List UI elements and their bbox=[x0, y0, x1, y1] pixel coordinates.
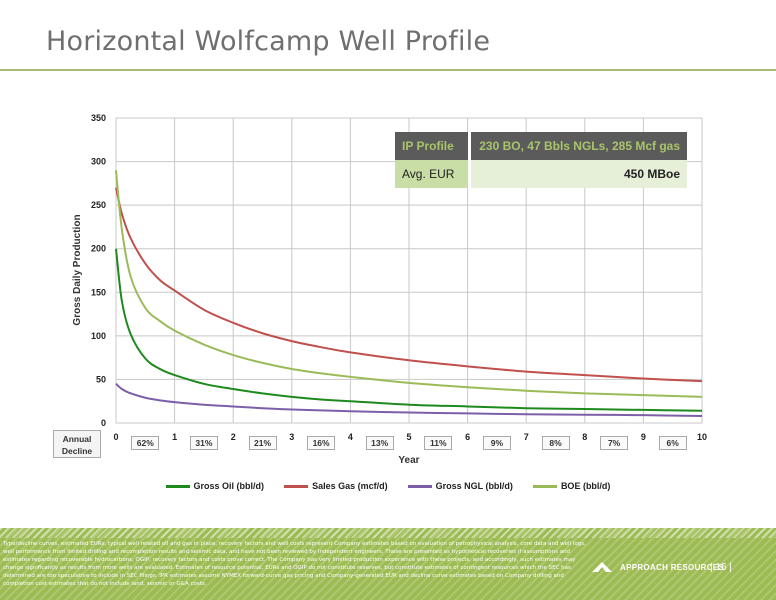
ip-profile-label: IP Profile bbox=[395, 132, 471, 160]
legend-item-2: Gross NGL (bbl/d) bbox=[407, 481, 513, 491]
series-line-boe-bbl-d bbox=[115, 170, 703, 398]
legend-label-3: BOE (bbl/d) bbox=[560, 481, 611, 491]
legend-swatch-1 bbox=[284, 484, 309, 488]
chart-series bbox=[115, 170, 703, 418]
decline-value-year-8: 8% bbox=[541, 436, 570, 450]
series-line-gross-ngl-bbl-d bbox=[115, 383, 703, 418]
y-tick-label-3: 150 bbox=[91, 287, 106, 297]
x-tick-label-1: 1 bbox=[172, 432, 177, 442]
annual-decline-line1: Annual bbox=[62, 434, 92, 444]
decline-value-year-1: 62% bbox=[131, 436, 160, 450]
legend-label-2: Gross NGL (bbl/d) bbox=[435, 481, 513, 491]
x-tick-label-7: 7 bbox=[524, 432, 529, 442]
avg-eur-label: Avg. EUR bbox=[395, 160, 471, 188]
y-tick-label-4: 200 bbox=[91, 244, 106, 254]
x-tick-labels: 0 1 2 3 4 5 6 7 8 9 10 bbox=[113, 432, 707, 442]
legend-label-0: Gross Oil (bbl/d) bbox=[193, 481, 265, 491]
decline-value-year-7: 9% bbox=[482, 436, 511, 450]
x-tick-label-3: 3 bbox=[289, 432, 294, 442]
disclaimer-text: Type/decline curves, estimated EURs, typ… bbox=[3, 541, 586, 588]
legend-item-1: Sales Gas (mcf/d) bbox=[284, 481, 388, 491]
decline-value-year-3: 21% bbox=[248, 436, 277, 450]
y-axis-title: Gross Daily Production bbox=[72, 214, 83, 325]
y-tick-label-6: 300 bbox=[91, 157, 106, 167]
company-name: APPROACH RESOURCES bbox=[620, 562, 725, 572]
legend-item-3: BOE (bbl/d) bbox=[532, 481, 611, 491]
annual-decline-line2: Decline bbox=[61, 446, 93, 456]
legend-item-0: Gross Oil (bbl/d) bbox=[165, 481, 265, 491]
x-tick-label-10: 10 bbox=[697, 432, 707, 442]
company-logo: APPROACH RESOURCES bbox=[592, 562, 724, 572]
ip-profile-table: IP Profile 230 BO, 47 Bbls NGLs, 285 Mcf… bbox=[395, 132, 687, 188]
avg-eur-row: Avg. EUR 450 MBoe bbox=[395, 160, 687, 188]
y-tick-label-1: 50 bbox=[96, 374, 106, 384]
legend-swatch-3 bbox=[532, 484, 557, 488]
footer-stripe bbox=[0, 528, 776, 538]
x-tick-label-5: 5 bbox=[406, 432, 411, 442]
page-title: Horizontal Wolfcamp Well Profile bbox=[46, 26, 491, 57]
series-line-sales-gas-mcf-d bbox=[115, 187, 703, 383]
series-line-gross-oil-bbl-d bbox=[115, 248, 703, 412]
x-tick-label-8: 8 bbox=[582, 432, 587, 442]
decline-value-year-5: 13% bbox=[365, 436, 394, 450]
x-tick-label-4: 4 bbox=[348, 432, 353, 442]
y-tick-label-0: 0 bbox=[101, 418, 106, 428]
x-tick-label-2: 2 bbox=[231, 432, 236, 442]
y-tick-labels: 0 50 100 150 200 250 300 350 bbox=[91, 113, 106, 428]
annual-decline-label: Annual Decline bbox=[53, 430, 101, 458]
avg-eur-value: 450 MBoe bbox=[469, 160, 687, 188]
decline-value-year-9: 7% bbox=[600, 436, 629, 450]
ip-profile-value: 230 BO, 47 Bbls NGLs, 285 Mcf gas bbox=[469, 132, 687, 160]
legend-swatch-0 bbox=[165, 484, 190, 488]
legend-label-1: Sales Gas (mcf/d) bbox=[312, 481, 388, 491]
y-tick-label-2: 100 bbox=[91, 331, 106, 341]
decline-value-year-6: 11% bbox=[424, 436, 453, 450]
decline-value-year-10: 6% bbox=[658, 436, 687, 450]
approach-logo-icon bbox=[592, 562, 612, 572]
chart-legend: Gross Oil (bbl/d) Sales Gas (mcf/d) Gross … bbox=[0, 481, 776, 491]
x-tick-label-0: 0 bbox=[113, 432, 118, 442]
footer-band: Type/decline curves, estimated EURs, typ… bbox=[0, 528, 776, 600]
ip-profile-header-row: IP Profile 230 BO, 47 Bbls NGLs, 285 Mcf… bbox=[395, 132, 687, 160]
page-number: | 16 | bbox=[710, 562, 732, 573]
decline-value-year-2: 31% bbox=[189, 436, 218, 450]
y-tick-label-5: 250 bbox=[91, 200, 106, 210]
title-divider bbox=[0, 69, 776, 71]
legend-swatch-2 bbox=[407, 484, 432, 488]
y-tick-label-7: 350 bbox=[91, 113, 106, 123]
x-tick-label-6: 6 bbox=[465, 432, 470, 442]
x-axis-title: Year bbox=[398, 455, 419, 466]
decline-value-year-4: 16% bbox=[307, 436, 336, 450]
x-tick-label-9: 9 bbox=[641, 432, 646, 442]
